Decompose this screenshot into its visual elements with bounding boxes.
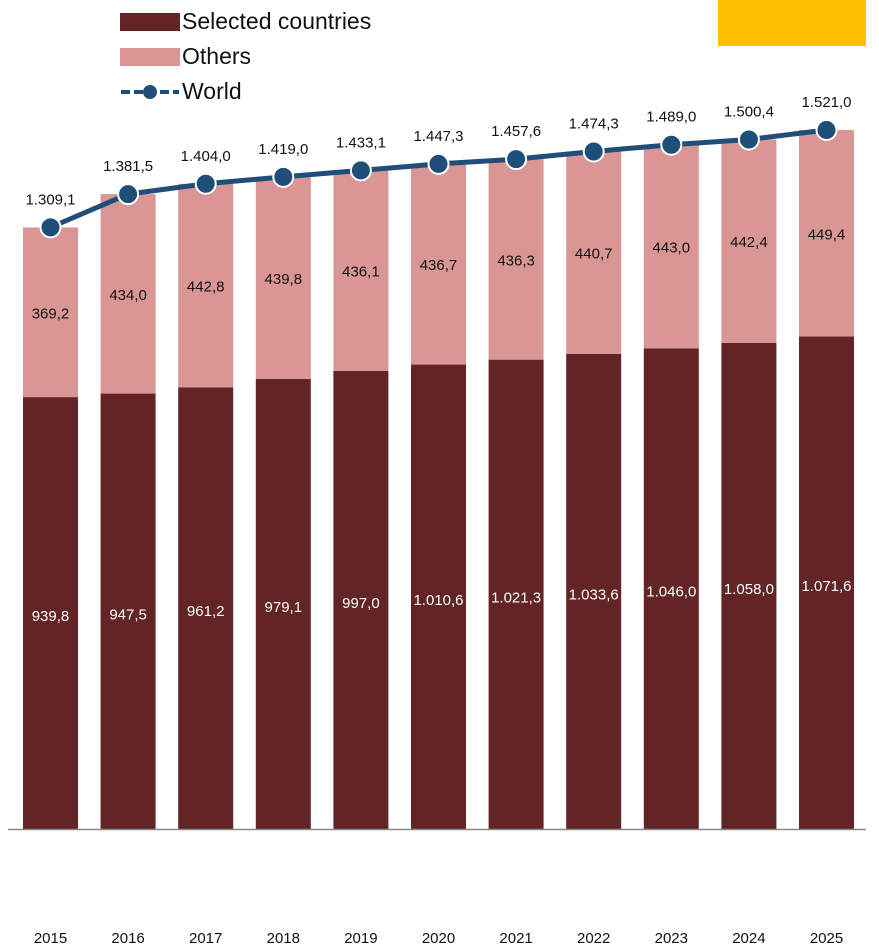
- world-point-2017: [194, 172, 217, 195]
- bar-others-2024: [721, 139, 777, 343]
- legend-label-selected: Selected countries: [182, 8, 372, 34]
- label-others-2023: 443,0: [653, 240, 691, 257]
- label-selected-2024: 1.058,0: [724, 581, 774, 598]
- bar-others-2015: [23, 227, 78, 398]
- legend-swatch-world: [121, 84, 179, 99]
- legend-label-world: World: [182, 78, 242, 104]
- label-others-2020: 436,7: [420, 257, 458, 274]
- label-world-2023: 1.489,0: [646, 109, 696, 126]
- x-tick-2016: 2016: [111, 930, 144, 947]
- bar-others-2022: [566, 151, 622, 354]
- x-tick-2023: 2023: [655, 930, 688, 947]
- legend-swatch-others: [120, 47, 180, 66]
- bar-others-2018: [255, 176, 311, 380]
- x-tick-2021: 2021: [499, 930, 532, 947]
- label-selected-2022: 1.033,6: [569, 586, 619, 603]
- label-world-2024: 1.500,4: [724, 103, 774, 120]
- label-others-2015: 369,2: [32, 305, 70, 322]
- label-others-2018: 439,8: [265, 271, 303, 288]
- x-tick-2018: 2018: [267, 930, 300, 947]
- world-point-2021: [505, 148, 528, 171]
- label-selected-2015: 939,8: [32, 608, 70, 625]
- bar-selected-2019: [333, 370, 389, 829]
- world-point-2016: [117, 183, 140, 206]
- label-world-2016: 1.381,5: [103, 158, 153, 175]
- world-point-2023: [660, 133, 683, 156]
- label-world-2022: 1.474,3: [569, 115, 619, 132]
- bar-selected-2022: [566, 353, 622, 829]
- brand-logo-block: [718, 0, 866, 46]
- label-others-2024: 442,4: [730, 234, 768, 251]
- label-selected-2016: 947,5: [109, 606, 147, 623]
- x-tick-2020: 2020: [422, 930, 455, 947]
- label-world-2019: 1.433,1: [336, 134, 386, 151]
- label-world-2021: 1.457,6: [491, 123, 541, 140]
- label-selected-2020: 1.010,6: [413, 592, 463, 609]
- label-others-2025: 449,4: [808, 226, 846, 243]
- legend-label-others: Others: [182, 43, 252, 69]
- label-selected-2018: 979,1: [265, 599, 303, 616]
- bar-selected-2017: [178, 387, 234, 829]
- bar-selected-2023: [643, 348, 699, 829]
- label-others-2017: 442,8: [187, 279, 225, 296]
- x-tick-2017: 2017: [189, 930, 222, 947]
- bar-selected-2016: [100, 393, 156, 829]
- label-world-2015: 1.309,1: [25, 191, 75, 208]
- label-world-2020: 1.447,3: [413, 128, 463, 145]
- legend-item-others: Others: [120, 39, 371, 74]
- world-point-2018: [272, 165, 295, 188]
- bar-others-2020: [411, 163, 466, 365]
- label-selected-2025: 1.071,6: [801, 578, 851, 595]
- legend-swatch-selected: [120, 12, 180, 31]
- label-selected-2019: 997,0: [342, 595, 380, 612]
- label-others-2022: 440,7: [575, 246, 613, 263]
- x-tick-2015: 2015: [34, 930, 67, 947]
- world-point-2022: [582, 140, 605, 163]
- label-selected-2021: 1.021,3: [491, 589, 541, 606]
- label-others-2019: 436,1: [342, 264, 380, 281]
- bar-selected-2021: [488, 359, 544, 829]
- label-others-2016: 434,0: [109, 287, 147, 304]
- bar-selected-2015: [23, 397, 78, 829]
- bar-others-2017: [178, 183, 234, 388]
- world-point-2019: [349, 159, 372, 182]
- world-point-2025: [815, 119, 838, 141]
- bar-selected-2025: [799, 336, 854, 829]
- x-tick-2022: 2022: [577, 930, 610, 947]
- x-tick-2024: 2024: [732, 930, 765, 947]
- bar-selected-2020: [411, 364, 466, 829]
- bar-selected-2018: [255, 379, 311, 829]
- x-tick-2025: 2025: [810, 930, 843, 947]
- label-others-2021: 436,3: [497, 252, 535, 269]
- world-point-2015: [39, 216, 62, 239]
- bar-selected-2024: [721, 342, 777, 829]
- label-world-2017: 1.404,0: [181, 148, 231, 165]
- legend-item-selected: Selected countries: [120, 4, 371, 39]
- chart-legend: Selected countries Others World: [120, 4, 371, 109]
- label-selected-2017: 961,2: [187, 603, 225, 620]
- legend-item-world: World: [120, 74, 371, 109]
- label-world-2025: 1.521,0: [801, 94, 851, 111]
- bar-others-2016: [100, 194, 156, 394]
- world-point-2024: [737, 128, 760, 151]
- label-selected-2023: 1.046,0: [646, 584, 696, 601]
- bar-others-2023: [643, 144, 699, 349]
- world-point-2020: [427, 152, 450, 175]
- label-world-2018: 1.419,0: [258, 141, 308, 158]
- x-tick-2019: 2019: [344, 930, 377, 947]
- bar-others-2021: [488, 159, 544, 360]
- bar-others-2019: [333, 170, 389, 371]
- bar-others-2025: [799, 130, 854, 337]
